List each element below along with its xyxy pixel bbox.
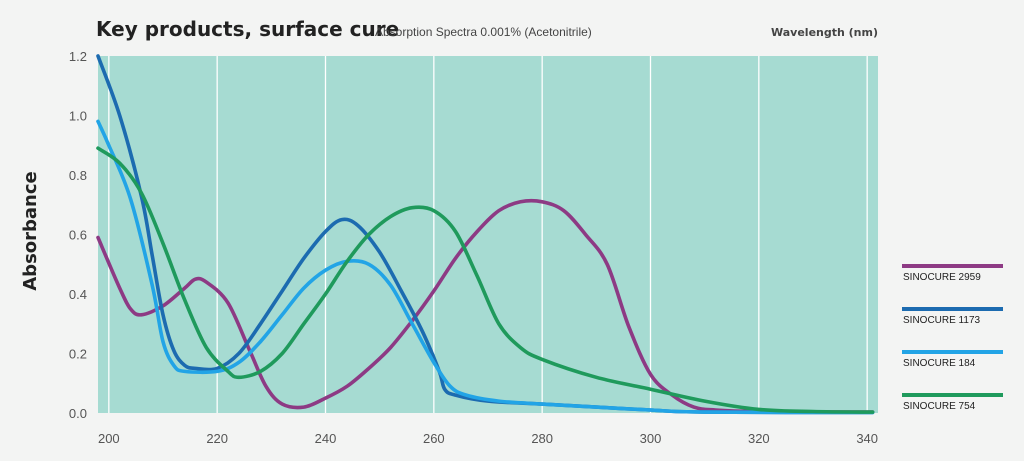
x-tick-label: 200 bbox=[98, 431, 120, 446]
x-tick-label: 220 bbox=[206, 431, 228, 446]
chart-title: Key products, surface cure bbox=[96, 17, 399, 41]
y-axis-label: Absorbance bbox=[20, 171, 41, 291]
x-tick-label: 240 bbox=[315, 431, 337, 446]
chart-subtitle: Absorption Spectra 0.001% (Acetonitrile) bbox=[375, 25, 592, 39]
x-axis-ticks: 200 220 240 260 280 300 320 340 bbox=[98, 431, 878, 446]
legend-label-sinocure-2959: SINOCURE 2959 bbox=[903, 272, 981, 283]
y-tick-label: 0.6 bbox=[69, 228, 87, 243]
legend-label-sinocure-1173: SINOCURE 1173 bbox=[903, 315, 981, 326]
series-line-sinocure-2959 bbox=[96, 198, 875, 414]
y-tick-label: 0.8 bbox=[69, 168, 87, 183]
y-tick-label: 0.4 bbox=[69, 287, 87, 302]
y-tick-label: 1.0 bbox=[69, 109, 87, 124]
x-tick-label: 280 bbox=[531, 431, 553, 446]
x-tick-label: 320 bbox=[748, 431, 770, 446]
series-line-sinocure-184 bbox=[96, 119, 875, 415]
plot-area bbox=[98, 56, 878, 413]
legend: SINOCURE 2959 SINOCURE 1173 SINOCURE 184 SI… bbox=[902, 264, 1003, 412]
legend-label-sinocure-754: SINOCURE 754 bbox=[903, 401, 976, 412]
x-tick-label: 340 bbox=[856, 431, 878, 446]
legend-label-sinocure-184: SINOCURE 184 bbox=[903, 358, 976, 369]
x-axis-label: Wavelength (nm) bbox=[771, 26, 878, 39]
y-tick-label: 0.2 bbox=[69, 347, 87, 362]
series-line-sinocure-754 bbox=[96, 146, 875, 414]
y-axis-ticks: 0.0 0.2 0.4 0.6 0.8 1.0 1.2 bbox=[69, 49, 87, 421]
x-tick-label: 260 bbox=[423, 431, 445, 446]
grid-lines bbox=[108, 56, 868, 413]
series-lines bbox=[96, 54, 875, 415]
y-tick-label: 1.2 bbox=[69, 49, 87, 64]
x-tick-label: 300 bbox=[640, 431, 662, 446]
y-tick-label: 0.0 bbox=[69, 406, 87, 421]
